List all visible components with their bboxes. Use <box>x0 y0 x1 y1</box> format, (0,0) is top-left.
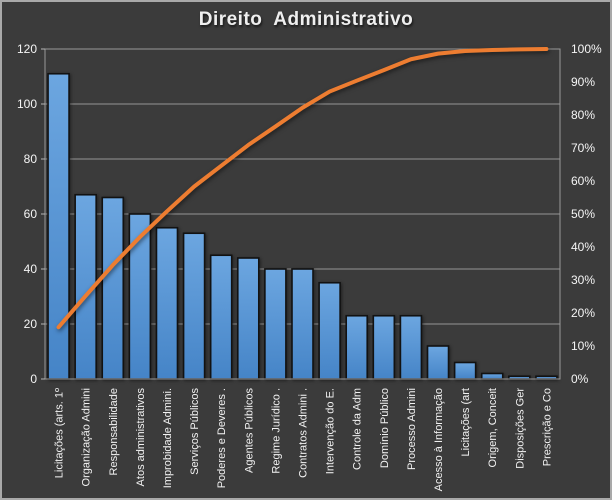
y-left-tick-label: 60 <box>24 207 38 221</box>
y-left-tick-label: 20 <box>24 317 38 331</box>
x-axis-labels: Licitações (arts. 1º Organização Admini Re… <box>54 388 554 492</box>
y-right-tick-label: 80% <box>571 108 595 122</box>
bars-group <box>47 72 558 380</box>
bar-Licitações (art[interactable] <box>453 361 477 380</box>
x-category-label: Licitações (arts. 1º <box>54 388 66 478</box>
y-left-tick-label: 40 <box>24 262 38 276</box>
x-category-label: Serviços Públicos <box>189 388 201 475</box>
y-left-tick-label: 80 <box>24 152 38 166</box>
bar-Agentes Públicos[interactable] <box>236 257 260 380</box>
x-category-label: Processo Admini <box>406 388 418 470</box>
x-category-label: Controle da Adm <box>352 388 364 470</box>
x-category-label: Origem, Conceit <box>487 388 499 467</box>
y-right-tick-label: 50% <box>571 207 595 221</box>
x-category-label: Atos administrativos <box>135 388 147 487</box>
x-category-label: Improbidade Admini. <box>162 388 174 488</box>
x-category-label: Responsabilidade <box>108 388 120 475</box>
x-category-label: Acesso à Informação <box>433 388 445 491</box>
y-right-tick-label: 30% <box>571 273 595 287</box>
bar-Domínio Público[interactable] <box>372 314 396 380</box>
y-right-tick-label: 90% <box>571 75 595 89</box>
y-left-tick-label: 100 <box>17 97 37 111</box>
x-category-label: Poderes e Deveres . <box>216 388 228 488</box>
bar-Serviços Públicos[interactable] <box>182 232 206 380</box>
y-right-tick-label: 60% <box>571 174 595 188</box>
y-right-tick-label: 0% <box>571 372 589 386</box>
bar-Controle da Adm[interactable] <box>345 314 369 380</box>
y-axis-tickmarks <box>41 48 45 380</box>
x-category-label: Contratos Admini . <box>298 388 310 478</box>
y-right-tick-label: 10% <box>571 339 595 353</box>
bar-Improbidade Admini.[interactable] <box>155 226 179 380</box>
x-category-label: Licitações (art <box>460 388 472 456</box>
x-category-label: Agentes Públicos <box>243 388 255 473</box>
x-category-label: Domínio Público <box>379 388 391 468</box>
y-left-tick-label: 0 <box>30 372 37 386</box>
x-category-label: Intervenção do E. <box>325 388 337 474</box>
x-category-label: Regime Jurídico . <box>270 388 282 474</box>
bar-Poderes e Deveres .[interactable] <box>209 254 233 380</box>
bar-Origem, Conceit[interactable] <box>480 372 504 380</box>
bar-Contratos Admini .[interactable] <box>291 268 314 380</box>
y-axis-right-labels: 0% 10% 20% 30% 40% 50% 60% 70% 80% 90% 100% <box>571 42 602 386</box>
chart-title: Direito Administrativo <box>198 9 414 30</box>
y-left-tick-label: 120 <box>17 42 37 56</box>
bar-Licitações (arts. 1º[interactable] <box>47 72 70 380</box>
y-right-tick-label: 100% <box>571 42 602 56</box>
bar-Responsabilidade[interactable] <box>101 196 125 380</box>
bar-Acesso à Informação[interactable] <box>426 345 450 380</box>
bar-Intervenção do E.[interactable] <box>318 281 341 380</box>
bar-Processo Admini[interactable] <box>399 314 423 380</box>
y-right-tick-label: 40% <box>571 240 595 254</box>
x-category-label: Prescrição e Co <box>541 388 553 466</box>
x-category-label: Disposições Ger <box>514 388 526 469</box>
y-right-tick-label: 20% <box>571 306 595 320</box>
y-right-tick-label: 70% <box>571 141 595 155</box>
bar-Regime Jurídico .[interactable] <box>264 268 287 380</box>
cumulative-percent-line[interactable] <box>56 47 549 330</box>
y-axis-left-labels: 0 20 40 60 80 100 120 <box>17 42 37 386</box>
x-category-label: Organização Admini <box>81 388 93 486</box>
